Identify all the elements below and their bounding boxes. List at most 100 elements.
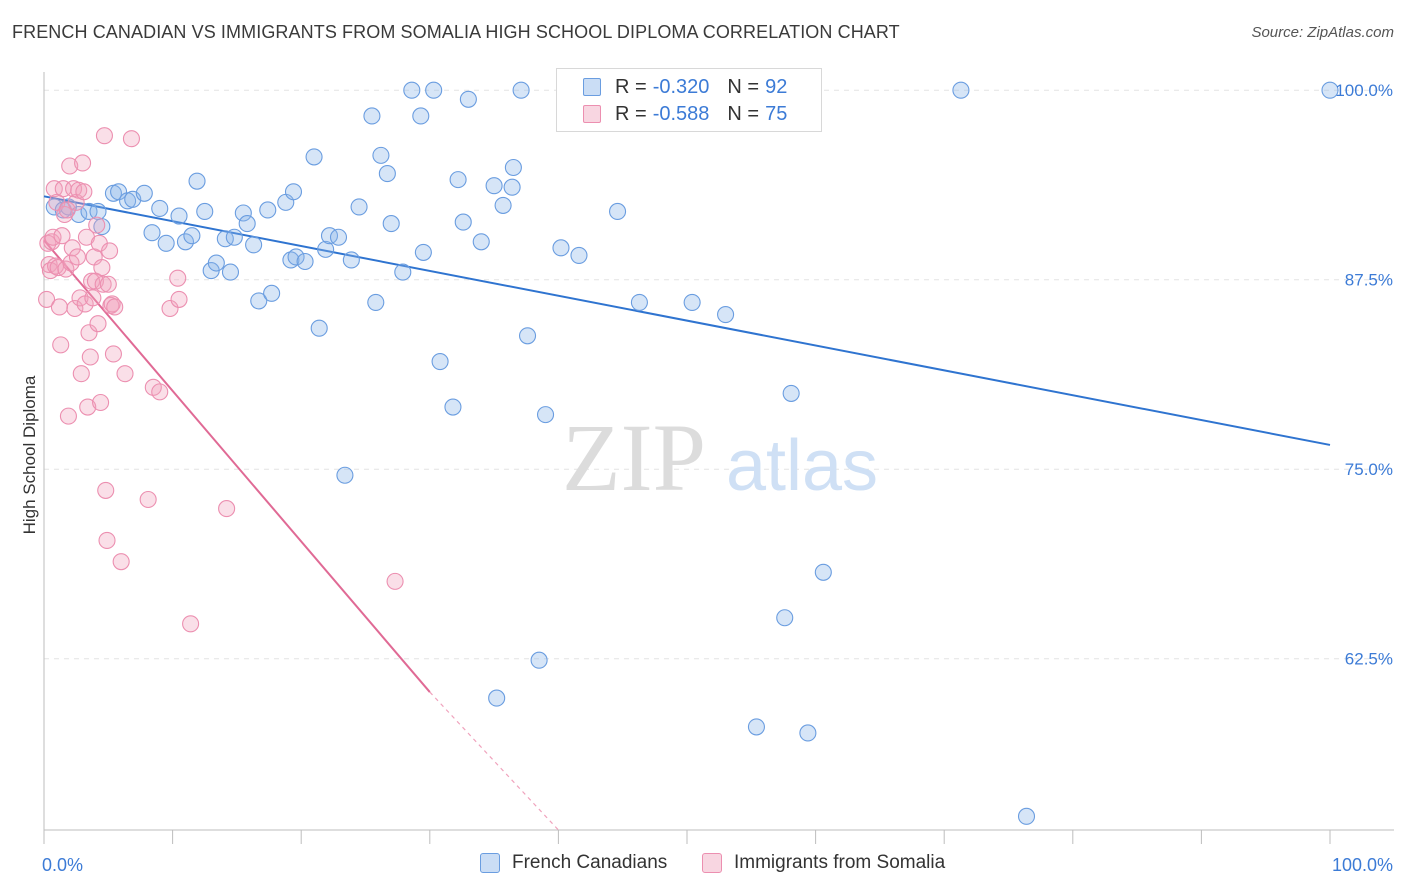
- legend-r-label: R =: [615, 102, 647, 125]
- point-somalia: [112, 553, 130, 571]
- legend-n-value: 92: [765, 75, 788, 98]
- watermark-atlas: atlas: [726, 426, 878, 506]
- point-french-canadians: [1017, 807, 1036, 825]
- point-french-canadians: [259, 201, 277, 219]
- point-somalia: [74, 154, 92, 172]
- point-french-canadians: [225, 228, 243, 246]
- watermark-zip: ZIP: [562, 404, 706, 511]
- point-somalia: [63, 239, 81, 257]
- point-french-canadians: [494, 196, 512, 214]
- legend-n-label: N =: [727, 75, 760, 98]
- point-somalia: [40, 255, 58, 274]
- point-french-canadians: [776, 609, 794, 627]
- point-french-canadians: [310, 319, 328, 337]
- point-somalia: [80, 324, 98, 342]
- point-french-canadians: [372, 146, 390, 164]
- point-somalia: [218, 500, 236, 518]
- point-somalia: [59, 407, 77, 425]
- point-french-canadians: [403, 81, 421, 99]
- point-somalia: [68, 248, 86, 266]
- point-somalia: [56, 205, 74, 224]
- point-somalia: [151, 383, 169, 401]
- point-french-canadians: [336, 466, 354, 484]
- grid-lines: [44, 89, 1394, 660]
- point-french-canadians: [799, 724, 817, 742]
- point-french-canadians: [320, 227, 339, 245]
- point-french-canadians: [454, 213, 472, 231]
- legend-swatch-blue: [480, 853, 500, 873]
- axes: [43, 72, 1394, 844]
- y-tick-label: 75.0%: [1345, 460, 1393, 479]
- point-somalia: [94, 275, 112, 293]
- point-french-canadians: [263, 284, 281, 302]
- point-somalia: [93, 259, 111, 277]
- point-french-canadians: [245, 236, 263, 254]
- point-french-canadians: [814, 563, 832, 581]
- point-somalia: [182, 615, 200, 633]
- point-somalia: [44, 228, 62, 246]
- point-french-canadians: [552, 239, 570, 257]
- watermark: ZIP atlas: [562, 404, 878, 511]
- legend-item-somalia[interactable]: Immigrants from Somalia: [702, 852, 945, 874]
- point-somalia: [79, 398, 97, 416]
- x-tick-label: 100.0%: [1332, 855, 1393, 875]
- point-french-canadians: [952, 81, 970, 99]
- point-french-canadians: [609, 202, 627, 221]
- stats-legend: R = -0.320 N = 92 R = -0.588 N = 75: [556, 68, 822, 132]
- point-french-canadians: [412, 107, 430, 125]
- point-french-canadians: [135, 184, 153, 202]
- point-french-canadians: [216, 230, 234, 248]
- legend-r-label: R =: [615, 75, 647, 98]
- point-french-canadians: [196, 202, 214, 221]
- point-french-canadians: [342, 251, 360, 269]
- point-french-canadians: [1321, 81, 1339, 99]
- legend-n-label: N =: [727, 102, 760, 125]
- point-french-canadians: [782, 384, 800, 402]
- point-french-canadians: [459, 90, 477, 108]
- legend-swatch-pink: [702, 853, 722, 873]
- point-french-canadians: [188, 172, 206, 190]
- point-french-canadians: [363, 107, 381, 125]
- point-french-canadians: [570, 246, 588, 264]
- data-points: [38, 81, 1339, 825]
- point-french-canadians: [329, 228, 348, 246]
- y-tick-label: 87.5%: [1345, 271, 1393, 290]
- point-french-canadians: [367, 293, 385, 311]
- legend-r-value: -0.320: [652, 75, 710, 98]
- legend-label: Immigrants from Somalia: [734, 852, 946, 873]
- point-somalia: [98, 531, 116, 549]
- point-french-canadians: [394, 263, 412, 281]
- legend-label: French Canadians: [512, 852, 668, 873]
- point-somalia: [53, 227, 71, 245]
- point-french-canadians: [414, 243, 432, 261]
- point-french-canadians: [296, 252, 314, 271]
- point-french-canadians: [151, 199, 169, 217]
- point-somalia: [75, 183, 93, 201]
- point-french-canadians: [282, 251, 300, 269]
- y-tick-label: 62.5%: [1345, 650, 1393, 669]
- point-french-canadians: [176, 233, 195, 251]
- point-french-canadians: [747, 718, 765, 736]
- point-french-canadians: [284, 183, 303, 201]
- y-axis-label: High School Diploma: [20, 375, 39, 535]
- point-somalia: [38, 290, 56, 308]
- point-somalia: [89, 315, 107, 333]
- point-somalia: [88, 216, 106, 234]
- point-french-canadians: [717, 306, 735, 324]
- point-somalia: [116, 365, 134, 383]
- point-french-canadians: [170, 207, 188, 225]
- point-somalia: [104, 345, 122, 363]
- point-french-canadians: [250, 292, 268, 310]
- point-french-canadians: [287, 248, 305, 266]
- legend-item-french-canadians[interactable]: French Canadians: [480, 852, 667, 874]
- point-french-canadians: [207, 254, 225, 272]
- point-french-canadians: [317, 240, 335, 258]
- x-tick-label: 0.0%: [42, 855, 83, 875]
- legend-row-somalia: R = -0.588 N = 75: [583, 102, 787, 126]
- point-somalia: [62, 254, 80, 272]
- point-french-canadians: [80, 202, 98, 221]
- point-somalia: [161, 299, 179, 318]
- point-french-canadians: [425, 81, 443, 99]
- point-french-canadians: [512, 81, 530, 99]
- point-french-canadians: [234, 204, 252, 222]
